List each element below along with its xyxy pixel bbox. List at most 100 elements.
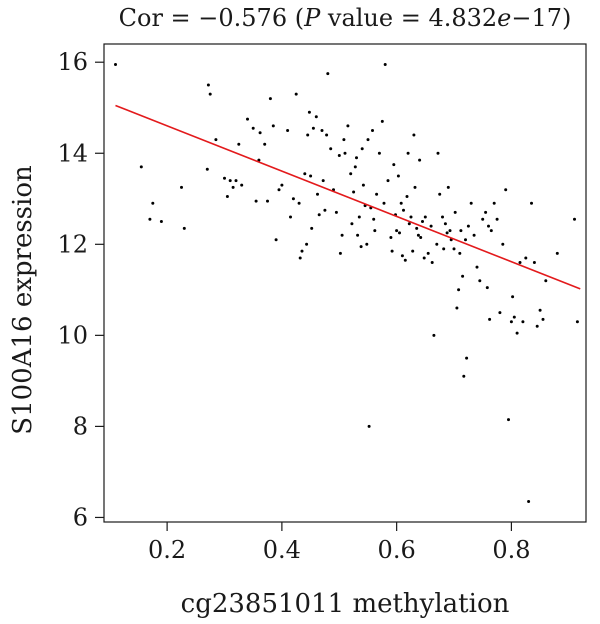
data-point — [298, 256, 302, 260]
data-point — [205, 167, 209, 171]
data-point — [340, 233, 344, 237]
data-point — [343, 151, 347, 155]
data-point — [455, 306, 459, 310]
data-point — [396, 174, 400, 178]
chart-title-suffix: −17) — [511, 4, 571, 32]
data-point — [527, 500, 531, 503]
data-point — [268, 97, 272, 101]
data-point — [398, 231, 401, 235]
data-point — [228, 179, 232, 183]
data-point — [297, 201, 301, 205]
data-point — [182, 226, 186, 230]
data-point — [359, 245, 363, 249]
data-point — [512, 315, 516, 319]
data-point — [234, 179, 238, 183]
data-point — [407, 222, 411, 226]
data-point — [406, 151, 410, 155]
data-point — [400, 254, 404, 258]
data-point — [575, 320, 579, 324]
data-point — [317, 213, 321, 217]
data-point — [349, 172, 353, 176]
data-point — [314, 115, 318, 119]
data-point — [472, 233, 476, 237]
data-point — [436, 151, 440, 155]
data-point — [492, 201, 496, 205]
data-point — [151, 201, 155, 205]
data-point — [453, 210, 457, 214]
data-point — [504, 188, 508, 192]
data-point — [300, 249, 304, 253]
data-point — [535, 324, 539, 328]
data-point — [507, 418, 510, 422]
plot-frame — [103, 43, 587, 523]
data-point — [346, 124, 350, 128]
y-tick-label-12: 12 — [57, 230, 88, 258]
data-point — [446, 185, 450, 189]
data-point — [488, 317, 492, 321]
data-point — [441, 215, 444, 219]
data-point — [386, 179, 390, 183]
data-point — [380, 119, 384, 123]
data-point — [280, 183, 284, 187]
y-tick-label-10: 10 — [57, 321, 88, 349]
data-point — [373, 229, 377, 233]
x-axis: 0.2 0.4 0.6 0.8 — [148, 522, 530, 564]
data-point — [274, 238, 278, 242]
data-point — [435, 242, 439, 246]
data-point — [459, 229, 463, 233]
data-point — [377, 151, 381, 155]
data-point — [291, 197, 295, 201]
data-point — [350, 222, 354, 226]
data-point — [389, 236, 393, 239]
data-point — [448, 229, 452, 233]
y-tick-label-16: 16 — [57, 48, 88, 76]
fit-line-layer — [115, 104, 581, 290]
data-point — [416, 233, 420, 237]
data-point — [372, 217, 376, 221]
data-point — [466, 224, 470, 228]
y-tick-label-6: 6 — [73, 503, 88, 531]
data-point — [223, 176, 226, 180]
data-point — [487, 224, 490, 228]
data-point — [538, 308, 542, 312]
data-point — [305, 242, 309, 246]
data-point — [237, 142, 241, 146]
data-point — [462, 374, 466, 378]
data-point — [225, 195, 229, 198]
points-layer — [114, 63, 579, 503]
data-point — [409, 215, 413, 219]
data-point — [429, 224, 433, 228]
data-point — [180, 185, 183, 189]
data-point — [286, 129, 290, 132]
data-point — [257, 158, 261, 162]
data-point — [509, 320, 513, 324]
data-point — [148, 217, 152, 221]
data-point — [423, 215, 427, 219]
data-point — [277, 188, 281, 192]
data-point — [240, 183, 244, 187]
data-point — [323, 208, 327, 212]
data-point — [530, 201, 533, 205]
data-point — [442, 247, 446, 251]
data-point — [355, 156, 358, 160]
data-point — [356, 233, 360, 237]
data-point — [418, 158, 422, 162]
data-point — [366, 138, 370, 142]
data-point — [139, 165, 143, 169]
data-point — [371, 129, 374, 132]
data-point — [310, 226, 314, 230]
data-point — [438, 192, 442, 196]
data-point — [316, 192, 319, 196]
data-point — [484, 210, 488, 214]
data-point — [475, 265, 479, 269]
data-point — [573, 217, 576, 221]
data-point — [541, 317, 545, 321]
data-point — [555, 251, 559, 255]
chart-title-middle: value = 4.832 — [320, 4, 497, 32]
data-point — [402, 208, 405, 212]
data-point — [501, 242, 505, 246]
y-tick-label-8: 8 — [73, 412, 88, 440]
data-point — [457, 288, 461, 292]
data-point — [461, 274, 465, 278]
data-point — [495, 217, 499, 221]
